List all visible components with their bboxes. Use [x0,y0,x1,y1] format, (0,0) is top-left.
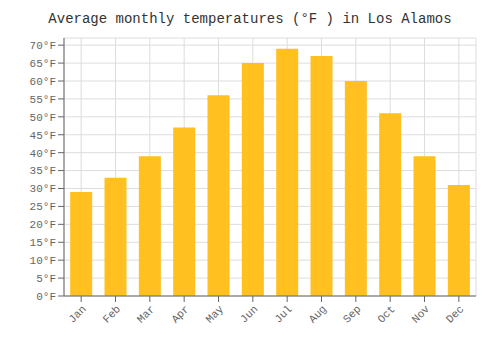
svg-text:0°F: 0°F [36,291,56,303]
svg-text:Jul: Jul [272,303,294,325]
svg-text:30°F: 30°F [30,183,56,195]
svg-text:50°F: 50°F [30,112,56,124]
svg-text:20°F: 20°F [30,219,56,231]
svg-text:Mar: Mar [135,303,157,325]
svg-text:Nov: Nov [410,303,433,326]
svg-text:10°F: 10°F [30,255,56,267]
svg-text:60°F: 60°F [30,76,56,88]
svg-text:Jun: Jun [238,303,260,325]
svg-text:15°F: 15°F [30,237,56,249]
svg-text:Sep: Sep [341,303,363,325]
svg-text:Aug: Aug [307,303,329,325]
svg-text:70°F: 70°F [30,40,56,52]
svg-text:25°F: 25°F [30,201,56,213]
svg-text:May: May [204,303,227,326]
svg-text:Feb: Feb [101,303,123,325]
svg-text:Oct: Oct [375,303,397,325]
svg-text:Dec: Dec [444,303,466,325]
svg-text:40°F: 40°F [30,148,56,160]
html-text:Average monthly temperatures (: Average monthly temperatures (°F ) in Lo… [48,11,452,27]
svg-text:Apr: Apr [169,303,191,325]
svg-text:65°F: 65°F [30,58,56,70]
svg-text:5°F: 5°F [36,273,56,285]
svg-text:55°F: 55°F [30,94,56,106]
svg-text:35°F: 35°F [30,165,56,177]
svg-text:45°F: 45°F [30,130,56,142]
svg-text:Jan: Jan [66,303,88,325]
